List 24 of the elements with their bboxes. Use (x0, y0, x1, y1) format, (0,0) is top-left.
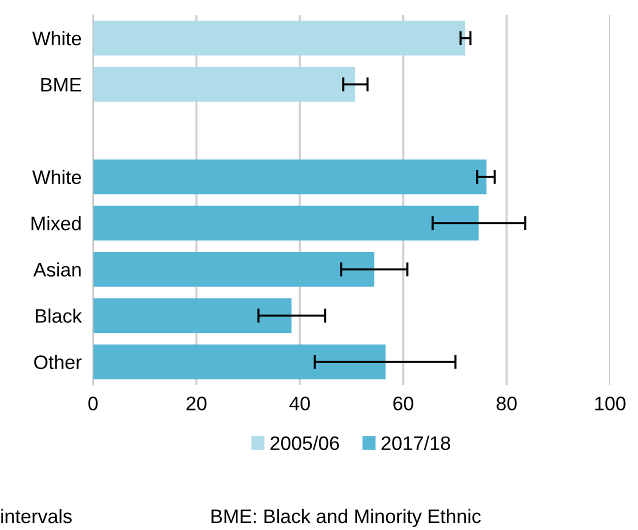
y-tick-label: Black (36, 308, 82, 323)
legend-label: 2017/18 (382, 436, 450, 450)
legend-label: 2005/06 (270, 436, 339, 450)
bar (93, 67, 356, 102)
bar (93, 298, 292, 333)
x-tick-label: 100 (595, 396, 626, 410)
x-tick-label: 20 (186, 396, 206, 410)
text: intervals (1, 508, 72, 524)
bar (93, 344, 386, 380)
x-tick-label: 40 (289, 396, 310, 410)
y-tick-label: Asian (33, 262, 81, 277)
y-tick-label: White (32, 170, 82, 184)
x-tick-label: 0 (88, 396, 98, 410)
bar (93, 20, 466, 56)
bar (93, 252, 374, 287)
bar (93, 160, 486, 194)
y-tick-label: Mixed (32, 216, 81, 230)
text: BME: Black and Minority Ethnic (212, 508, 481, 528)
y-tick-label: Other (34, 354, 82, 370)
x-tick-label: 60 (393, 396, 414, 410)
y-tick-label: BME (41, 78, 82, 92)
bar (93, 206, 479, 240)
y-tick-label: White (32, 31, 82, 46)
x-tick-label: 80 (496, 396, 517, 410)
